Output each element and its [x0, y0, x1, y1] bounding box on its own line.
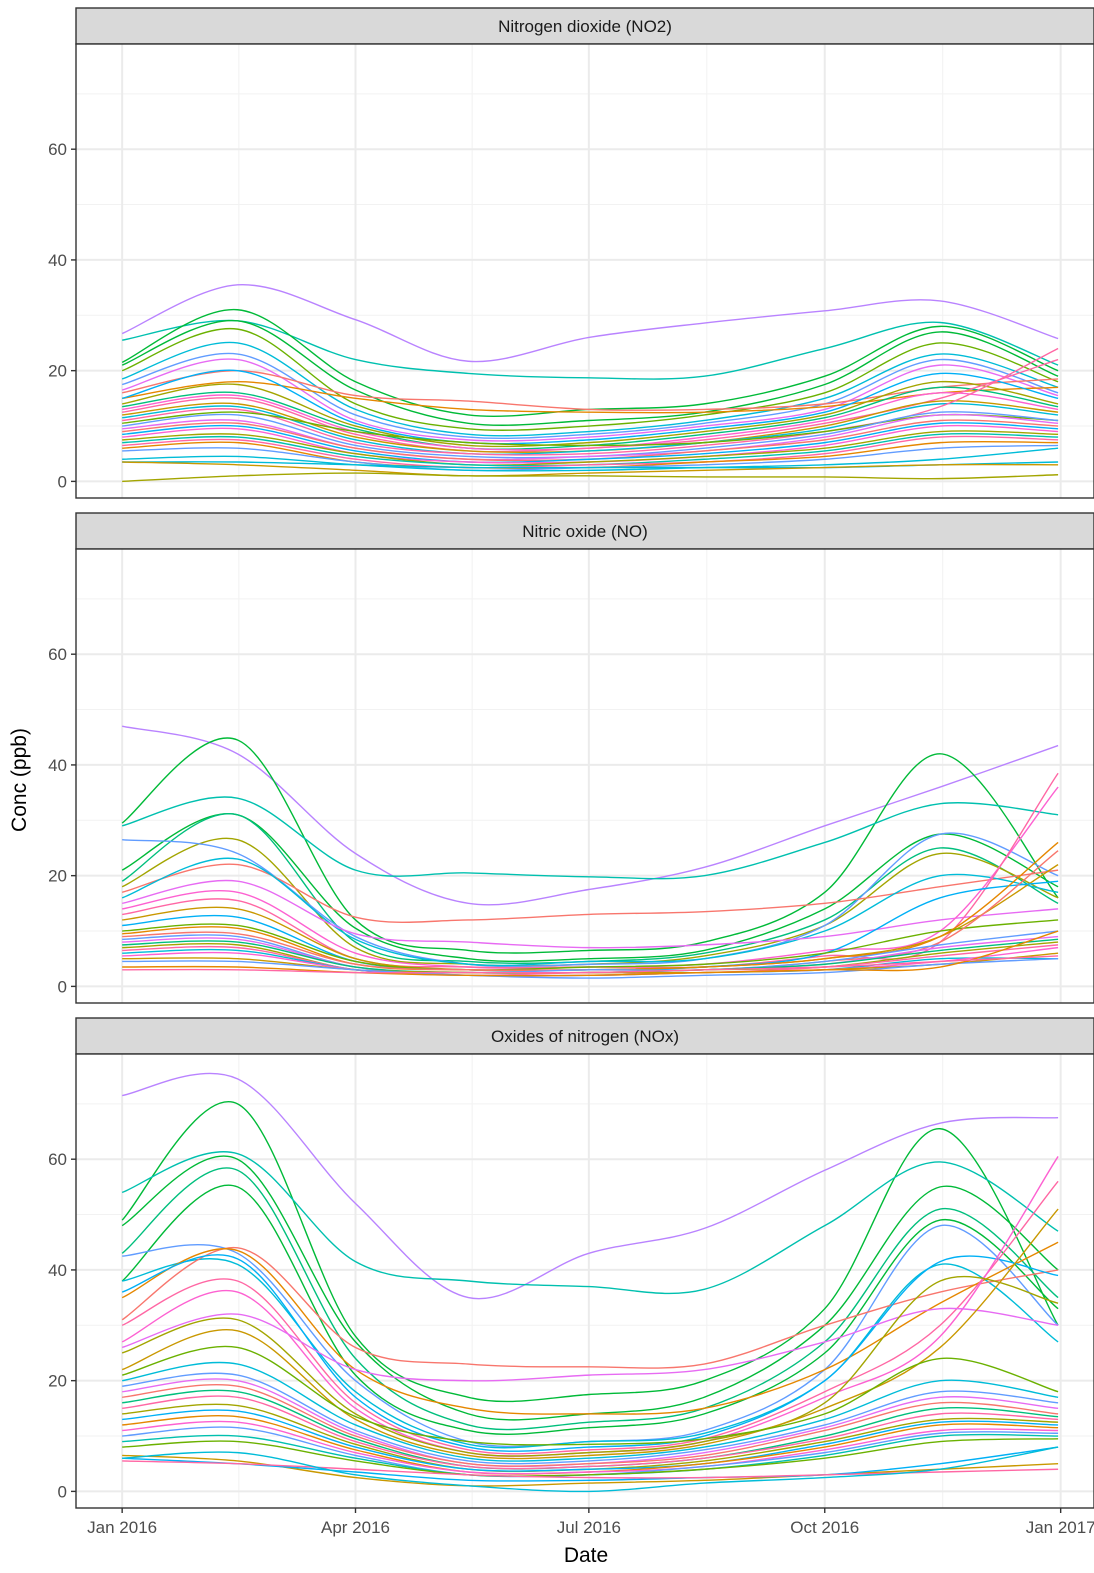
series-line	[122, 930, 1059, 974]
series-line	[121, 1275, 1059, 1457]
facet-strip-label: Oxides of nitrogen (NOx)	[491, 1027, 679, 1046]
y-tick-label: 0	[58, 977, 67, 996]
series-line	[122, 461, 1059, 477]
series-line	[122, 447, 1059, 472]
series-line	[121, 341, 1059, 437]
series-line	[121, 863, 1059, 923]
series-line	[122, 930, 1059, 977]
series-line	[121, 369, 1059, 445]
x-tick-label: Jan 2016	[87, 1518, 157, 1537]
facet-panel-1: Nitrogen dioxide (NO2) 0 20 40 60	[48, 7, 1094, 499]
panel-border	[75, 548, 1094, 1004]
series-line	[121, 1208, 1059, 1460]
y-tick-label: 60	[48, 645, 67, 664]
series-line	[121, 1180, 1059, 1455]
series-line	[122, 422, 1059, 464]
series-line	[121, 1241, 1059, 1415]
series-line	[122, 435, 1059, 469]
series-line	[121, 1307, 1059, 1382]
series-line	[122, 1395, 1059, 1470]
x-axis-title: Date	[564, 1544, 608, 1567]
series-line	[121, 857, 1059, 967]
y-tick-label: 40	[48, 756, 67, 775]
series-line	[122, 358, 1059, 453]
y-tick-label: 0	[58, 472, 67, 491]
y-tick-label: 60	[48, 140, 67, 159]
series-line	[122, 1446, 1059, 1493]
x-tick-label: Oct 2016	[790, 1518, 859, 1537]
facet-strip	[75, 1017, 1094, 1055]
series-line	[121, 812, 1059, 962]
series-line	[121, 1254, 1059, 1452]
facet-strip-label: Nitrogen dioxide (NO2)	[498, 17, 672, 36]
series-line	[122, 958, 1059, 979]
y-tick-label: 20	[48, 362, 67, 381]
series-line	[122, 381, 1059, 414]
x-tick-label: Jan 2017	[1026, 1518, 1094, 1537]
series-line	[122, 879, 1059, 949]
facet-panel-2: Nitric oxide (NO) 0 20 40 60	[48, 512, 1094, 1004]
series-line	[122, 955, 1059, 974]
y-tick-label: 40	[48, 1261, 67, 1280]
facet-strip-label: Nitric oxide (NO)	[522, 522, 648, 541]
series-line	[121, 327, 1059, 431]
series-line	[122, 319, 1059, 380]
series-line	[121, 725, 1059, 906]
series-line	[122, 413, 1059, 461]
x-tick-label: Apr 2016	[321, 1518, 390, 1537]
facet-strip	[75, 7, 1094, 45]
series-line	[122, 1420, 1059, 1475]
series-line	[121, 1345, 1059, 1446]
series-line	[121, 319, 1059, 426]
series-line	[121, 1151, 1059, 1295]
series-line	[122, 1409, 1059, 1472]
series-line	[122, 411, 1059, 447]
series-line	[122, 472, 1059, 483]
series-line	[122, 1372, 1059, 1465]
series-line	[122, 402, 1059, 455]
series-line	[121, 352, 1059, 440]
series-line	[121, 1167, 1059, 1431]
y-tick-label: 20	[48, 1372, 67, 1391]
series-line	[121, 1100, 1059, 1403]
series-line	[122, 1383, 1059, 1467]
series-line	[121, 284, 1059, 363]
facet-panel-3: Oxides of nitrogen (NOx) 0 20 40 60 Jan 2016 A…	[48, 1017, 1094, 1537]
x-tick-label: Jul 2016	[557, 1518, 621, 1537]
series-line	[122, 1438, 1059, 1477]
y-tick-label: 0	[58, 1482, 67, 1501]
series-line	[121, 1247, 1059, 1369]
series-line	[121, 358, 1059, 442]
y-tick-label: 40	[48, 251, 67, 270]
plot-background	[76, 549, 1094, 1003]
series-line	[122, 1072, 1059, 1300]
series-line	[121, 1184, 1059, 1435]
series-line	[122, 381, 1059, 448]
series-line	[121, 737, 1059, 954]
panel-border	[75, 1053, 1094, 1509]
facet-strip	[75, 512, 1094, 550]
plot-background	[76, 44, 1094, 498]
y-tick-label: 60	[48, 1150, 67, 1169]
series-line	[121, 796, 1059, 880]
series-line	[122, 369, 1059, 411]
series-line	[122, 1258, 1059, 1449]
series-line	[122, 1361, 1059, 1462]
series-group	[121, 284, 1059, 483]
series-group	[121, 1072, 1059, 1493]
series-line	[122, 1446, 1059, 1482]
series-group	[121, 725, 1059, 979]
series-line	[122, 919, 1059, 971]
series-line	[122, 430, 1059, 466]
y-tick-label: 20	[48, 867, 67, 886]
panel-border	[75, 43, 1094, 499]
y-axis-title: Conc (ppb)	[8, 728, 31, 832]
